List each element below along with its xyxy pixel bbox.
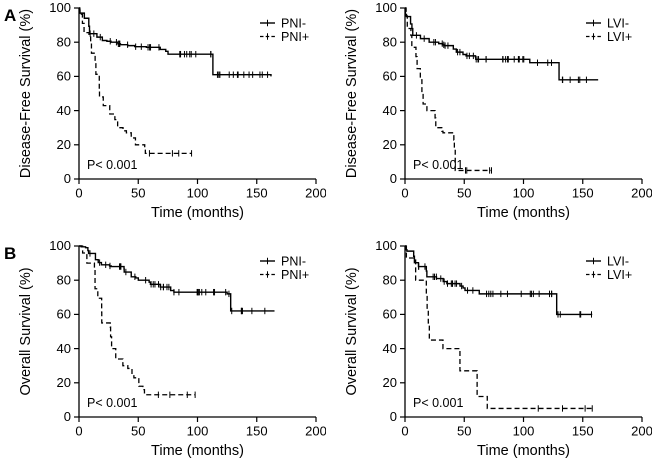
svg-text:P< 0.001: P< 0.001 [413,396,463,410]
svg-text:P< 0.001: P< 0.001 [413,158,463,172]
svg-text:LVI-: LVI- [607,254,629,268]
svg-text:40: 40 [383,340,397,355]
svg-text:Disease-Free Survival (%): Disease-Free Survival (%) [18,9,34,178]
svg-text:100: 100 [49,238,71,253]
svg-text:40: 40 [57,340,71,355]
svg-text:0: 0 [64,171,71,186]
svg-text:150: 150 [246,186,268,201]
svg-text:0: 0 [75,423,82,438]
svg-text:P< 0.001: P< 0.001 [87,396,137,410]
svg-text:100: 100 [187,186,209,201]
svg-text:50: 50 [457,186,471,201]
svg-text:60: 60 [383,306,397,321]
svg-text:150: 150 [246,423,268,438]
svg-text:Time (months): Time (months) [477,443,570,459]
svg-text:200: 200 [305,186,326,201]
svg-text:Time (months): Time (months) [151,205,244,221]
svg-text:PNI+: PNI+ [281,30,309,44]
svg-text:50: 50 [131,186,145,201]
svg-text:0: 0 [401,186,408,201]
svg-text:Overall Survival (%): Overall Survival (%) [344,267,360,395]
svg-text:150: 150 [572,423,594,438]
svg-text:LVI+: LVI+ [607,268,632,282]
svg-text:100: 100 [513,186,535,201]
svg-text:100: 100 [375,238,397,253]
svg-text:LVI+: LVI+ [607,30,632,44]
svg-text:80: 80 [57,34,71,49]
svg-text:200: 200 [305,423,326,438]
svg-text:60: 60 [383,69,397,84]
svg-text:60: 60 [57,306,71,321]
svg-text:40: 40 [383,103,397,118]
svg-text:0: 0 [390,409,397,424]
svg-text:0: 0 [390,171,397,186]
svg-text:50: 50 [131,423,145,438]
svg-text:60: 60 [57,69,71,84]
svg-text:Overall Survival (%): Overall Survival (%) [18,267,34,395]
svg-text:200: 200 [631,186,652,201]
svg-text:100: 100 [49,0,71,15]
svg-text:100: 100 [375,0,397,15]
svg-text:0: 0 [64,409,71,424]
svg-text:40: 40 [57,103,71,118]
svg-text:0: 0 [75,186,82,201]
svg-text:150: 150 [572,186,594,201]
svg-text:20: 20 [383,137,397,152]
svg-text:Time (months): Time (months) [151,443,244,459]
svg-text:100: 100 [513,423,535,438]
svg-text:PNI+: PNI+ [281,268,309,282]
svg-text:20: 20 [57,375,71,390]
svg-text:20: 20 [57,137,71,152]
svg-text:LVI-: LVI- [607,17,629,31]
svg-text:PNI-: PNI- [281,17,306,31]
svg-text:PNI-: PNI- [281,254,306,268]
svg-text:20: 20 [383,375,397,390]
svg-text:80: 80 [57,272,71,287]
svg-text:80: 80 [383,272,397,287]
svg-text:80: 80 [383,34,397,49]
svg-text:Disease-Free Survival (%): Disease-Free Survival (%) [344,9,360,178]
svg-text:200: 200 [631,423,652,438]
svg-text:Time (months): Time (months) [477,205,570,221]
svg-text:100: 100 [187,423,209,438]
svg-text:50: 50 [457,423,471,438]
svg-text:P< 0.001: P< 0.001 [87,158,137,172]
svg-text:0: 0 [401,423,408,438]
